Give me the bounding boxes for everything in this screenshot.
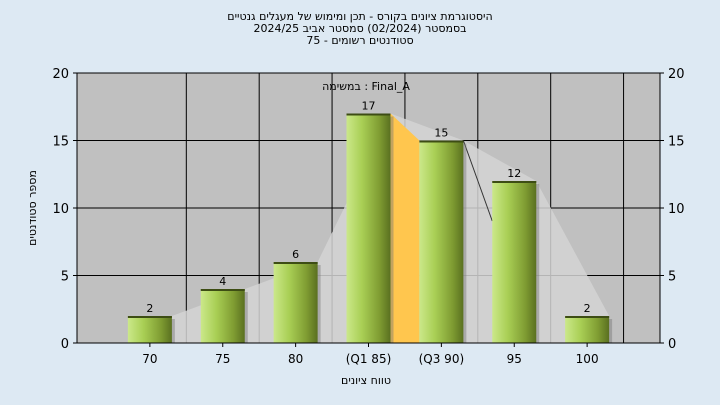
bar-top-edge [492,181,537,183]
bar-value-label: 6 [292,248,299,261]
y-tick-label-left: 0 [61,337,69,352]
y-tick-label-left: 20 [52,67,69,82]
task-annotation: Final_A : במשימה [322,80,410,93]
x-tick-label: (Q1 85) [346,352,392,366]
chart-title-line-3: סטודנטים רשומים - 75 [306,34,414,47]
y-axis-label: מספר סטודנטים [26,170,39,246]
x-tick-label: 100 [576,352,599,366]
x-tick-label: (Q3 90) [419,352,465,366]
y-tick-label-right: 10 [668,202,685,217]
bar-top-edge [565,316,610,318]
x-tick-label: 75 [215,352,230,366]
bar-80 [273,262,318,343]
axes: 0 0 5 5 10 10 15 15 20 20 70 75 80 (Q1 85) (Q3 90) 95 10… [52,67,684,366]
bar-top-edge [127,316,172,318]
bar-100 [565,316,610,343]
bar-75 [200,289,245,343]
y-tick-label-right: 5 [668,270,676,285]
bar-top-edge [346,113,391,116]
y-tick-label-right: 15 [668,135,685,150]
bar-95 [492,181,537,343]
bar-top-edge [273,262,318,264]
y-tick-label-left: 15 [52,135,69,150]
bar-(Q1 85) [346,113,391,343]
x-tick-label: 70 [142,352,157,366]
trend-line [462,140,493,222]
x-axis-label: טווח ציונים [341,374,391,387]
bar-value-label: 4 [219,275,226,288]
chart-title-line-2: בסמסטר (02/2024) סמסטר אביב 2024/25 [253,22,467,35]
bar-top-edge [419,140,464,143]
y-tick-label-left: 10 [52,202,69,217]
y-tick-label-left: 5 [61,270,69,285]
bar-value-label: 15 [434,127,448,140]
bar-(Q3 90) [419,140,464,343]
bar-value-label: 2 [146,302,153,315]
bar-top-edge [200,289,245,291]
chart-title-line-1: היסטוגרמת ציונים בקורס - תכן ומימוש של מ… [227,10,493,23]
bar-70 [127,316,172,343]
y-tick-label-right: 0 [668,337,676,352]
y-tick-label-right: 20 [668,67,685,82]
bar-value-label: 2 [584,302,591,315]
bars: 2 4 6 17 15 12 2 [127,100,613,343]
bar-value-label: 17 [362,100,376,113]
x-tick-label: 80 [288,352,303,366]
bar-value-label: 12 [507,167,521,180]
x-tick-label: 95 [507,352,522,366]
interquartile-band [390,113,420,343]
